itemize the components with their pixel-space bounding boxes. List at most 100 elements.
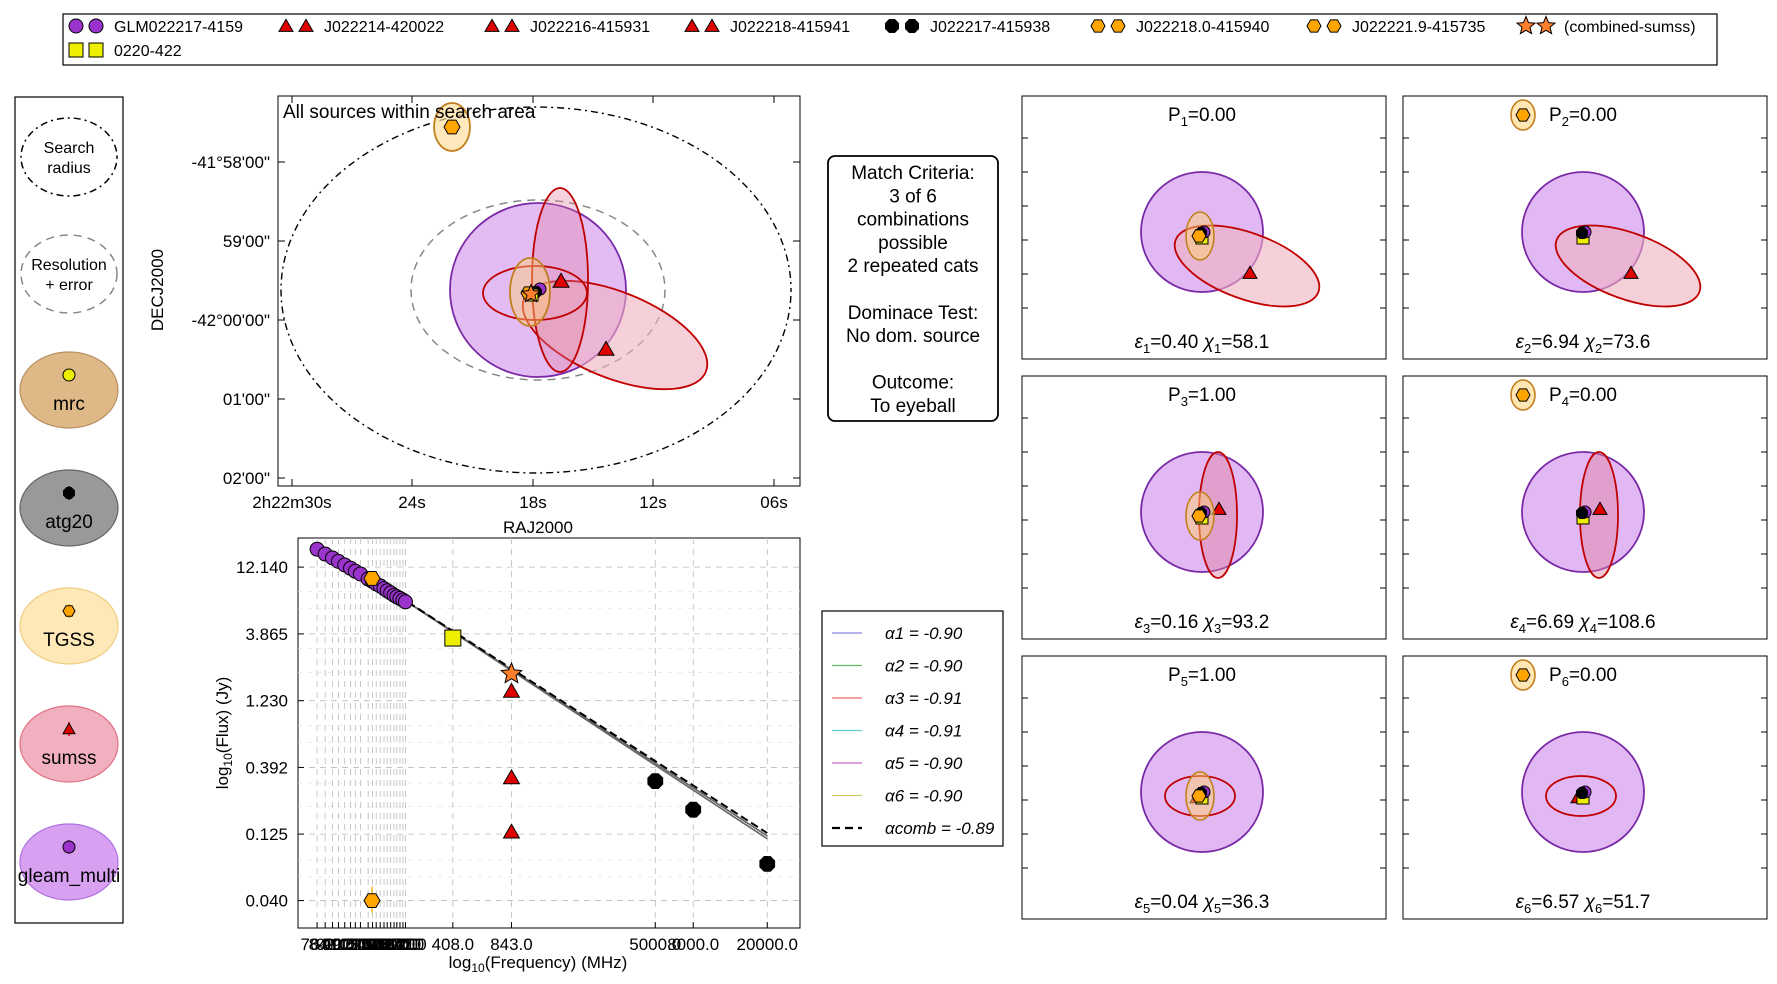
spec-xtick-label-4: 107.0 (323, 935, 366, 954)
combo-probability-3: P3=1.00 (1168, 385, 1236, 409)
match-box-frame (827, 155, 999, 422)
sky-ytick-label-4: 02'00" (223, 469, 270, 488)
spec-xtick-label-5: 115.0 (330, 935, 371, 954)
legend-marker-a-1 (278, 18, 294, 32)
legend-label-6: J022221.9-415735 (1352, 19, 1486, 36)
key-label-1-1: + error (45, 277, 93, 294)
combo-probability-5: P5=1.00 (1168, 665, 1236, 689)
match-line-0: Match Criteria: (851, 163, 975, 184)
key-label-5: sumss (42, 748, 97, 769)
legend-marker-a-4 (885, 19, 899, 33)
spectrum-ylabel: log10(Flux) (Jy) (213, 677, 235, 790)
legend-marker-b-4 (905, 19, 919, 33)
combo-probability-6: P6=0.00 (1549, 665, 1617, 689)
combo-tgss-marker-5 (1191, 789, 1207, 803)
legend-label-1: J022214-420022 (324, 19, 444, 36)
spec-point-7-0 (499, 661, 523, 684)
combo-sumss-marker-4 (1592, 501, 1608, 515)
legend-marker-a-2 (484, 18, 500, 32)
combo-probability-1: P1=0.00 (1168, 105, 1236, 129)
key-marker-2 (62, 368, 76, 382)
combo-sumss-ellipse-6 (1545, 775, 1617, 817)
match-line-3: possible (878, 233, 948, 254)
spectral-index-legend: α1 = -0.90 α2 = -0.90 α3 = -0.91 α4 = -0.91… (821, 610, 1004, 847)
sky-ytick-label-3: 01'00" (223, 390, 270, 409)
spec-xtick-label-21: 843.0 (490, 935, 533, 954)
legend-label-8: 0220-422 (114, 43, 182, 60)
spec-xtick-label-12: 174.0 (363, 935, 406, 954)
sky-tgss-marker-far (443, 119, 461, 135)
combo-panel-3: P3=1.00 ε3=0.16 χ3=93.2 (1021, 375, 1387, 640)
legend-marker-b-7 (1535, 15, 1557, 35)
spec-xtick-label-7: 130.0 (339, 935, 382, 954)
legend-marker-b-1 (298, 18, 314, 32)
sky-xlabel: RAJ2000 (503, 518, 573, 537)
spec-xtick-label-15: 197.0 (373, 935, 416, 954)
combo-panel-4: P4=0.00 ε4=6.69 χ4=108.6 (1402, 375, 1768, 640)
spec-ytick-label-4: 0.125 (245, 825, 288, 844)
sky-xtick-label-0: 2h22m30s (252, 493, 331, 512)
key-label-6: gleam_multi (18, 866, 120, 887)
key-marker-5 (62, 722, 76, 735)
match-line-7: No dom. source (846, 326, 980, 347)
spec-ytick-label-5: 0.040 (245, 892, 288, 911)
legend-marker-b-5 (1110, 19, 1126, 33)
sky-xtick-label-2: 18s (519, 493, 546, 512)
spec-xtick-label-24: 20000.0 (737, 935, 798, 954)
combo-atg20-marker-4 (1576, 507, 1588, 519)
key-ellipse-4 (19, 587, 119, 665)
spec-xtick-label-10: 158.0 (355, 935, 398, 954)
spec-point-4-1 (685, 801, 702, 818)
key-ellipse-0 (20, 117, 118, 197)
combo-atg20-marker-6 (1576, 787, 1588, 799)
spec-point-4-2 (759, 856, 776, 872)
match-criteria-box: Match Criteria:3 of 6 combinationspossibl… (827, 155, 999, 422)
key-label-2: mrc (53, 394, 85, 415)
spec-point-6-0 (363, 893, 381, 908)
sky-xtick-label-4: 06s (760, 493, 787, 512)
key-label-0-0: Search (44, 140, 95, 157)
sky-xtick-label-3: 12s (639, 493, 666, 512)
spec-xtick-label-3: 99.0 (322, 935, 355, 954)
match-line-9: Outcome: (872, 373, 954, 394)
sky-combined-marker (520, 283, 542, 303)
combo-tgss-far-marker-6 (1515, 668, 1531, 682)
sky-ylabel: DECJ2000 (148, 249, 167, 331)
catalogue-key-panel: Search radius Resolution + error mrc atg20 TGS… (14, 96, 124, 924)
spec-xtick-label-19: 227.0 (384, 935, 427, 954)
sky-xtick-label-1: 24s (398, 493, 425, 512)
spec-point-5-0 (363, 571, 381, 586)
key-ellipse-6 (19, 823, 119, 901)
sky-sumss-marker-2 (597, 340, 615, 356)
combo-tgss-marker-3 (1191, 509, 1207, 523)
combo-tgss-far-marker-4 (1515, 388, 1531, 402)
spec-point-4-0 (647, 773, 664, 789)
spec-point-8-0 (444, 629, 462, 647)
spec-xtick-label-2: 92.0 (316, 935, 349, 954)
spec-xtick-label-22: 5000.0 (629, 935, 681, 954)
search-radius-ellipse (280, 106, 792, 474)
match-line-4: 2 repeated cats (848, 256, 979, 277)
combo-stats-6: ε6=6.57 χ6=51.7 (1516, 892, 1651, 916)
spec-xtick-label-8: 143.0 (347, 935, 390, 954)
spec-xtick-label-20: 408.0 (432, 935, 475, 954)
legend-marker-a-7 (1515, 15, 1537, 35)
combo-probability-4: P4=0.00 (1549, 385, 1617, 409)
sky-ytick-label-0: -41°58'00" (192, 153, 270, 172)
alpha-legend-label-2: α3 = -0.91 (885, 689, 962, 708)
spec-xtick-label-1: 84.0 (309, 935, 342, 954)
key-marker-6 (62, 840, 76, 854)
spec-xtick-label-18: 220.0 (382, 935, 425, 954)
spec-xtick-label-9: 151.0 (351, 935, 394, 954)
spec-xtick-label-14: 189.0 (369, 935, 412, 954)
spec-point-2-0 (502, 682, 521, 698)
match-line-2: combinations (857, 210, 969, 231)
combo-panel-6: P6=0.00 ε6=6.57 χ6=51.7 (1402, 655, 1768, 920)
combo-sumss-marker-1 (1242, 265, 1258, 279)
legend-label-7: (combined-sumss) (1564, 19, 1696, 36)
spec-point-3-0 (502, 823, 521, 839)
key-label-4: TGSS (43, 630, 95, 651)
spec-ytick-label-1: 3.865 (245, 625, 288, 644)
sky-ytick-label-1: 59'00" (223, 232, 270, 251)
